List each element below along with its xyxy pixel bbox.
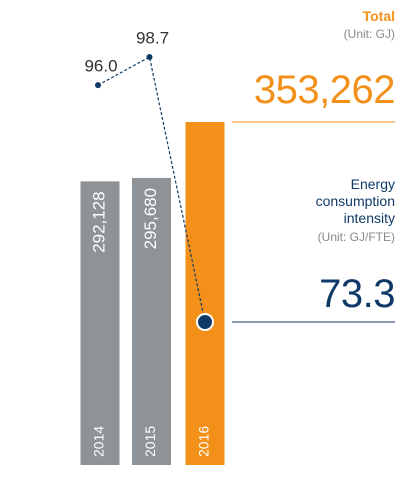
bar bbox=[80, 181, 120, 466]
intensity-point bbox=[146, 54, 153, 60]
total-value: 353,262 bbox=[253, 68, 396, 112]
intensity-point bbox=[196, 313, 214, 331]
total-unit: (Unit: GJ) bbox=[343, 27, 395, 41]
intensity-heading: Energy consumption intensity bbox=[315, 176, 395, 226]
intensity-label: 96.0 bbox=[84, 57, 117, 76]
year-label: 2016 bbox=[196, 426, 212, 457]
bar-value-label: 292,128 bbox=[89, 191, 108, 252]
bar bbox=[185, 122, 225, 465]
intensity-label: 98.7 bbox=[136, 28, 169, 47]
intensity-unit: (Unit: GJ/FTE) bbox=[317, 230, 395, 244]
bar bbox=[132, 177, 171, 465]
bar-value-label: 295,680 bbox=[141, 188, 160, 249]
total-heading: Total bbox=[362, 8, 395, 24]
year-label: 2014 bbox=[91, 426, 107, 457]
intensity-value: 73.3 bbox=[319, 272, 395, 316]
intensity-point bbox=[95, 82, 101, 89]
year-label: 2015 bbox=[142, 426, 158, 457]
